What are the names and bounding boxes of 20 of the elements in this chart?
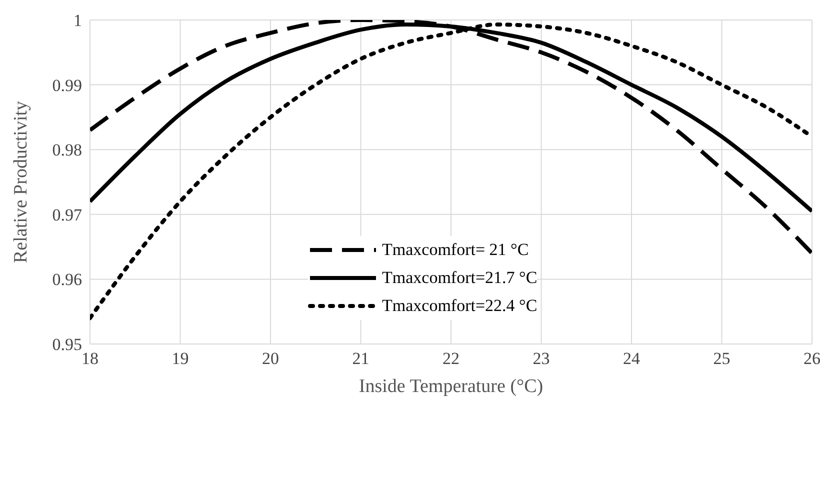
x-tick-label: 20 (262, 349, 279, 368)
y-tick-label: 0.95 (52, 335, 82, 354)
x-tick-label: 24 (623, 349, 640, 368)
y-tick-label: 0.97 (52, 205, 82, 224)
y-tick-label: 0.98 (52, 140, 82, 160)
x-tick-label: 23 (532, 349, 550, 368)
x-tick-label: 21 (352, 349, 370, 368)
legend-label: Tmaxcomfort= 21 °C (382, 240, 529, 260)
y-axis-title: Relative Productivity (10, 100, 32, 264)
x-tick-label: 19 (172, 349, 189, 368)
x-tick-label: 22 (442, 349, 460, 368)
x-tick-label: 26 (804, 349, 820, 368)
y-tick-label: 0.99 (52, 76, 82, 95)
y-tick-label: 0.96 (52, 270, 82, 290)
legend-label: Tmaxcomfort=21.7 °C (382, 268, 538, 288)
x-tick-label: 18 (82, 349, 98, 368)
legend-label: Tmaxcomfort=22.4 °C (382, 296, 538, 316)
x-axis-title: Inside Temperature (°C) (358, 376, 544, 397)
y-tick-label: 1 (74, 11, 82, 30)
x-tick-label: 25 (713, 349, 730, 368)
